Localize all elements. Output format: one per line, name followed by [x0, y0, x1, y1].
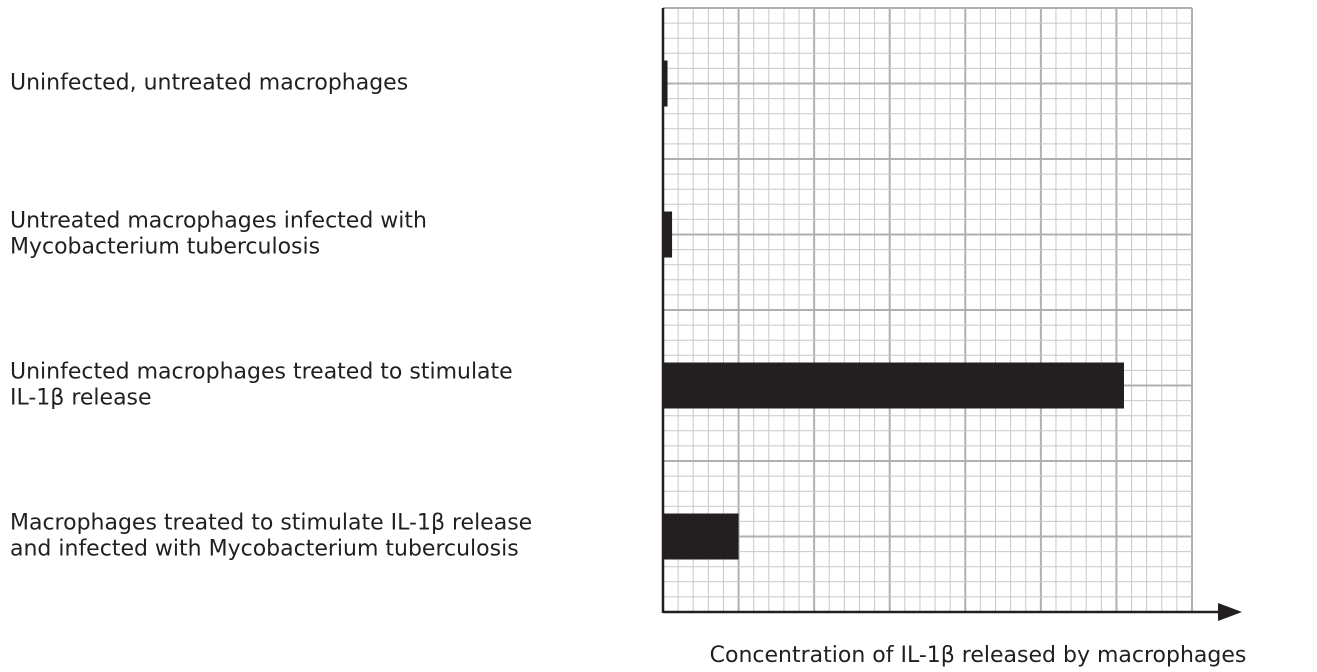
- x-axis-label: Concentration of IL-1β released by macro…: [710, 643, 1247, 668]
- category-label: and infected with Mycobacterium tubercul…: [10, 537, 519, 562]
- category-label: IL-1β release: [10, 386, 152, 411]
- category-label: Uninfected macrophages treated to stimul…: [10, 360, 513, 385]
- x-axis-arrow: [1218, 603, 1242, 621]
- category-label: Macrophages treated to stimulate IL-1β r…: [10, 511, 532, 536]
- category-label: Mycobacterium tuberculosis: [10, 235, 320, 260]
- bar: [663, 60, 668, 107]
- bar: [663, 513, 739, 560]
- bar: [663, 211, 673, 258]
- bar: [663, 362, 1124, 409]
- category-label: Uninfected, untreated macrophages: [10, 71, 408, 96]
- category-label: Untreated macrophages infected with: [10, 209, 427, 234]
